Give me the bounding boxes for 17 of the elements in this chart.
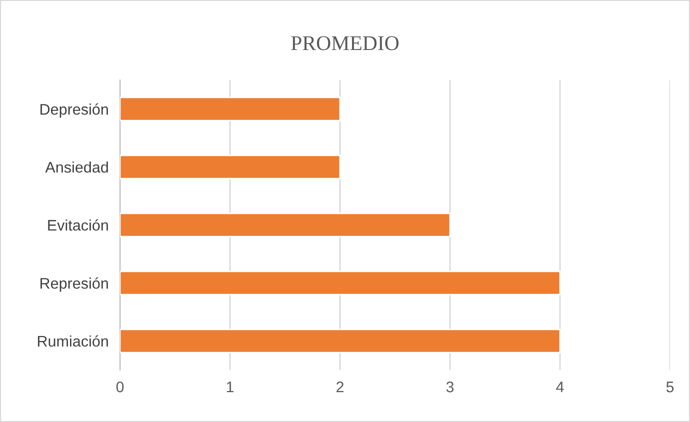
chart-title: PROMEDIO — [291, 36, 399, 50]
x-tick-label: 0 — [116, 382, 124, 392]
x-tick-label: 5 — [666, 382, 674, 392]
bar — [120, 154, 341, 180]
x-tick-label: 3 — [446, 382, 454, 392]
y-tick-label: Represión — [40, 277, 108, 292]
bar — [120, 328, 561, 354]
x-tick-label: 2 — [336, 382, 344, 392]
y-tick-label: Depresión — [40, 103, 108, 118]
y-tick-label: Rumiación — [38, 335, 108, 347]
x-tick-label: 1 — [226, 382, 234, 392]
y-tick-label: Ansiedad — [45, 161, 108, 173]
bar — [120, 96, 341, 122]
bar — [120, 212, 451, 238]
bar — [120, 270, 561, 296]
x-tick-label: 4 — [556, 382, 564, 392]
y-tick-label: Evitación — [48, 219, 108, 231]
